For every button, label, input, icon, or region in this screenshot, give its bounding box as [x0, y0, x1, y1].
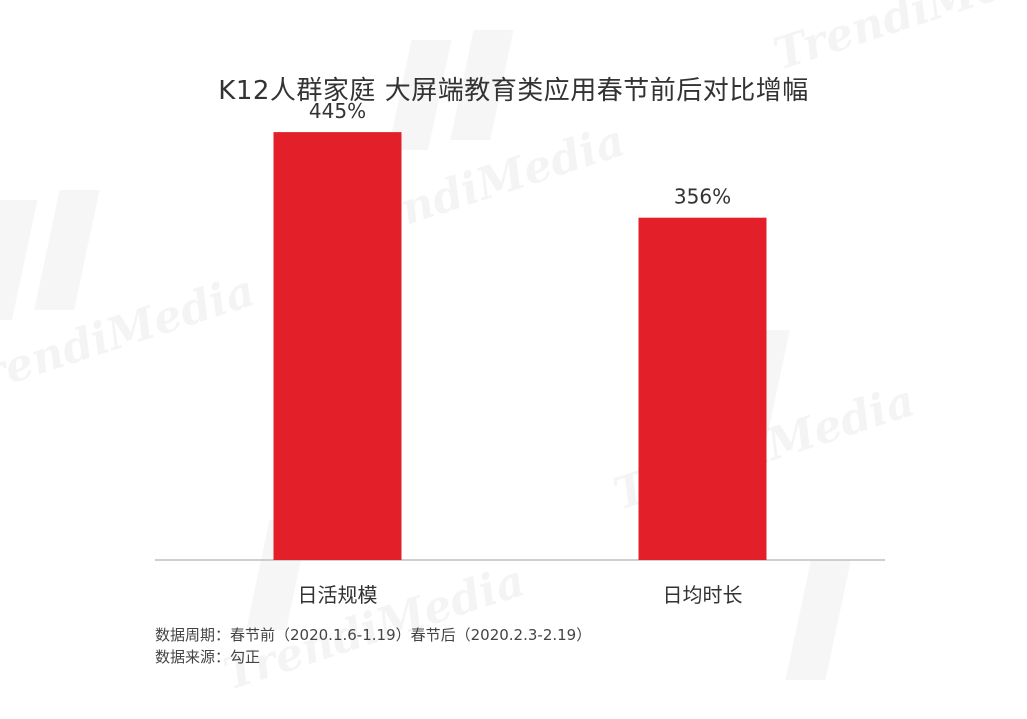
data-label-2: 356%: [674, 185, 731, 209]
data-label-1: 445%: [309, 99, 366, 123]
chart-title: K12人群家庭 大屏端教育类应用春节前后对比增幅: [218, 76, 809, 106]
x-tick-label-2: 日均时长: [663, 583, 743, 607]
data-source-note: 数据来源：勾正: [155, 648, 261, 666]
data-period-note: 数据周期：春节前（2020.1.6-1.19）春节后（2020.2.3-2.19…: [155, 626, 592, 644]
x-tick-label-1: 日活规模: [298, 583, 378, 607]
bar-1: [273, 132, 402, 560]
bar-2: [638, 217, 767, 560]
